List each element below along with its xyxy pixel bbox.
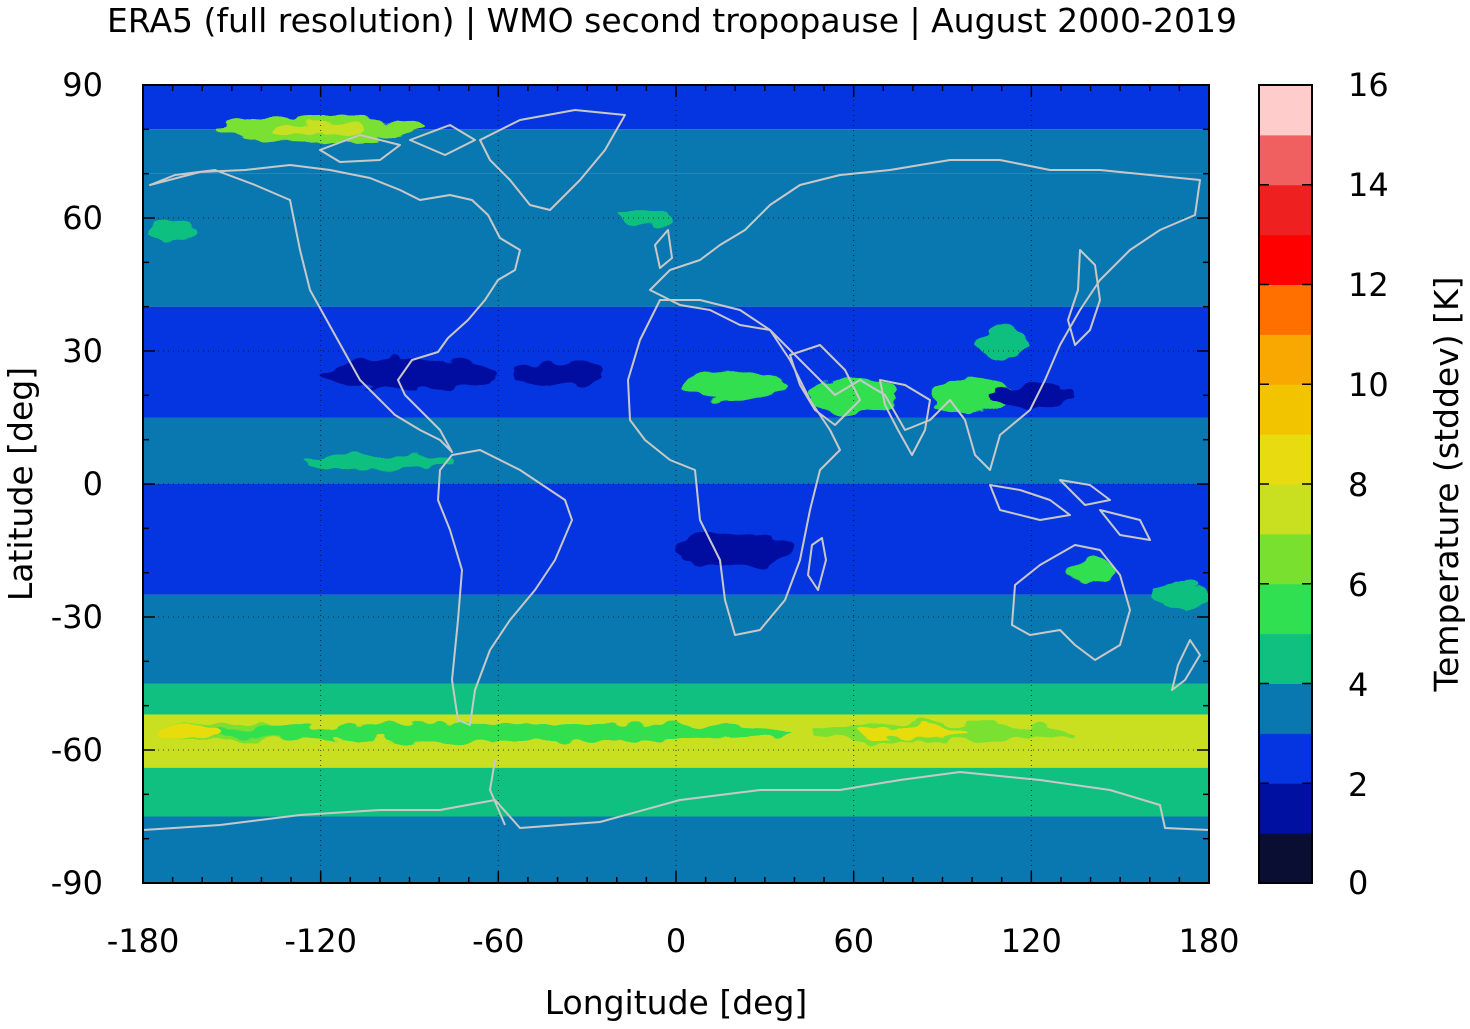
field-feature	[1149, 582, 1209, 607]
field-bands	[143, 85, 1209, 883]
zonal-band	[143, 484, 1209, 595]
x-tick-label: 120	[1001, 922, 1062, 960]
colorbar-segment	[1259, 633, 1312, 684]
zonal-band	[143, 714, 1209, 768]
x-tick-label: 60	[833, 922, 874, 960]
colorbar-segment	[1259, 733, 1312, 784]
y-tick-label: 0	[83, 465, 103, 503]
colorbar-segment	[1259, 284, 1312, 335]
x-tick-label: -60	[472, 922, 524, 960]
colorbar-segment	[1259, 833, 1312, 884]
colorbar-tick-labels: 16 14 12 10 8 6 4 2 0	[1348, 66, 1389, 902]
colorbar-segment	[1259, 384, 1312, 435]
field-feature	[1066, 560, 1115, 585]
field-feature	[305, 452, 454, 471]
field-feature	[978, 324, 1026, 360]
colorbar-tick-label: 10	[1348, 366, 1389, 404]
colorbar-tick-label: 4	[1348, 666, 1368, 704]
colorbar-segment	[1259, 533, 1312, 585]
colorbar	[1259, 85, 1312, 884]
colorbar-segment	[1259, 783, 1312, 834]
x-axis-label: Longitude [deg]	[545, 983, 808, 1022]
y-tick-label: -30	[51, 598, 103, 636]
x-tick-label: 180	[1178, 922, 1239, 960]
colorbar-segment	[1259, 334, 1312, 385]
colorbar-tick-label: 16	[1348, 66, 1389, 104]
zonal-band	[143, 218, 1209, 307]
colorbar-segment	[1259, 234, 1312, 285]
field-feature	[859, 726, 967, 739]
field-feature	[616, 209, 677, 227]
colorbar-segment	[1259, 134, 1312, 186]
colorbar-tick-label: 14	[1348, 166, 1389, 204]
zonal-band	[143, 594, 1209, 684]
colorbar-segment	[1259, 683, 1312, 734]
x-tick-labels: -180 -120 -60 0 60 120 180	[107, 922, 1240, 960]
colorbar-tick-label: 0	[1348, 864, 1368, 902]
colorbar-tick-label: 6	[1348, 566, 1368, 604]
y-axis-label: Latitude [deg]	[1, 367, 40, 601]
y-tick-label: 90	[62, 66, 103, 104]
coastlines	[143, 109, 1209, 831]
map-plot-area	[143, 85, 1209, 883]
colorbar-segment	[1259, 434, 1312, 485]
y-tick-labels: 90 60 30 0 -30 -60 -90	[51, 66, 103, 902]
field-feature	[202, 723, 795, 742]
y-tick-label: -60	[51, 731, 103, 769]
zonal-band	[143, 683, 1209, 715]
x-tick-label: -120	[284, 922, 357, 960]
x-tick-label: 0	[666, 922, 686, 960]
colorbar-segment	[1259, 85, 1312, 136]
axis-ticks	[142, 84, 1210, 884]
field-feature	[151, 726, 223, 739]
grid-lines	[143, 85, 1209, 883]
colorbar-segment	[1259, 583, 1312, 635]
field-feature	[148, 222, 197, 241]
field-feature	[681, 371, 789, 402]
colorbar-tick-label: 8	[1348, 466, 1368, 504]
field-feature	[676, 532, 795, 569]
colorbar-label: Temperature (stddev) [K]	[1427, 276, 1466, 692]
figure-title: ERA5 (full resolution) | WMO second trop…	[107, 1, 1237, 40]
field-feature	[513, 361, 602, 386]
y-tick-label: 30	[62, 332, 103, 370]
colorbar-tick-label: 2	[1348, 766, 1368, 804]
colorbar-segment	[1259, 184, 1312, 236]
field-feature	[320, 358, 499, 388]
colorbar-tick-label: 12	[1348, 266, 1389, 304]
x-tick-label: -180	[107, 922, 180, 960]
field-feature	[276, 123, 366, 136]
y-tick-label: 60	[62, 199, 103, 237]
field-feature	[927, 377, 1017, 414]
y-tick-label: -90	[51, 864, 103, 902]
colorbar-segment	[1259, 484, 1312, 535]
colorbar-ticks	[1259, 84, 1312, 884]
field-features	[148, 117, 1209, 742]
